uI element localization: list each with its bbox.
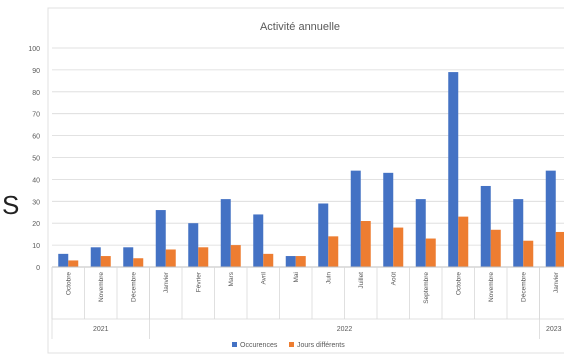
y-tick-label: 40 [32, 177, 40, 184]
y-tick-label: 20 [32, 221, 40, 228]
x-tick-label: Mai [293, 272, 300, 282]
bar [253, 214, 264, 267]
bar [480, 185, 491, 267]
legend-label: Jours différents [297, 342, 345, 349]
bar [513, 199, 524, 267]
bar [188, 223, 199, 267]
bar [123, 247, 134, 267]
bar [328, 236, 339, 267]
bars [58, 72, 564, 267]
y-tick-label: 60 [32, 134, 40, 141]
bar [285, 256, 296, 267]
bar [415, 199, 426, 267]
bar [295, 256, 306, 267]
bar [90, 247, 101, 267]
legend-swatch [232, 342, 237, 347]
bar [155, 210, 166, 267]
bar [198, 247, 209, 267]
x-tick-label: Juillet [358, 272, 365, 289]
bar [555, 231, 564, 267]
bar [263, 253, 274, 267]
bar [318, 203, 329, 267]
y-tick-label: 0 [36, 265, 40, 272]
stray-letter: S [2, 190, 20, 220]
x-tick-label: Avril [260, 271, 267, 284]
x-tick-label: Mars [228, 271, 235, 286]
legend-label: Occurences [240, 342, 278, 349]
bar [490, 229, 501, 267]
bar [133, 258, 144, 267]
group-label: 2023 [546, 326, 562, 333]
x-tick-label: Septembre [423, 272, 430, 304]
chart-title: Activité annuelle [260, 21, 340, 33]
x-tick-label: Août [390, 272, 397, 286]
y-tick-label: 30 [32, 199, 40, 206]
legend: Occurences Jours différents [232, 342, 345, 349]
y-tick-label: 80 [32, 90, 40, 97]
x-tick-label: Novembre [98, 272, 105, 302]
x-tick-label: Février [195, 271, 202, 292]
x-tick-label: Décembre [130, 272, 137, 302]
bar [58, 253, 69, 267]
x-tick-label: Octobre [65, 272, 72, 296]
bar [523, 240, 534, 267]
bar [383, 172, 394, 267]
y-tick-label: 90 [32, 68, 40, 75]
x-tick-label: Octobre [455, 272, 462, 296]
bar [165, 249, 176, 267]
bar [220, 199, 231, 267]
bar [68, 260, 79, 267]
x-tick-label: Juin [325, 272, 332, 284]
bar [230, 245, 241, 267]
legend-swatch [289, 342, 294, 347]
y-axis: 0 10 20 30 40 50 60 70 80 90 100 [28, 46, 40, 272]
group-label: 2021 [93, 326, 109, 333]
bar [458, 216, 469, 267]
y-tick-label: 10 [32, 243, 40, 250]
y-tick-label: 100 [28, 46, 40, 53]
bar [350, 170, 361, 267]
x-tick-label: Janvier [553, 271, 560, 293]
y-tick-label: 70 [32, 112, 40, 119]
bar [393, 227, 404, 267]
x-tick-label: Janvier [163, 271, 170, 293]
x-tick-label: Novembre [488, 272, 495, 302]
x-axis: Octobre Novembre Décembre Janvier Février Mar… [51, 266, 564, 339]
bar [360, 221, 371, 267]
x-tick-label: Décembre [520, 272, 527, 302]
bar [100, 256, 111, 267]
y-tick-label: 50 [32, 156, 40, 163]
bar [425, 238, 436, 267]
group-label: 2022 [337, 326, 353, 333]
chart-area [47, 7, 564, 354]
bar [448, 72, 459, 267]
bar [545, 170, 556, 267]
